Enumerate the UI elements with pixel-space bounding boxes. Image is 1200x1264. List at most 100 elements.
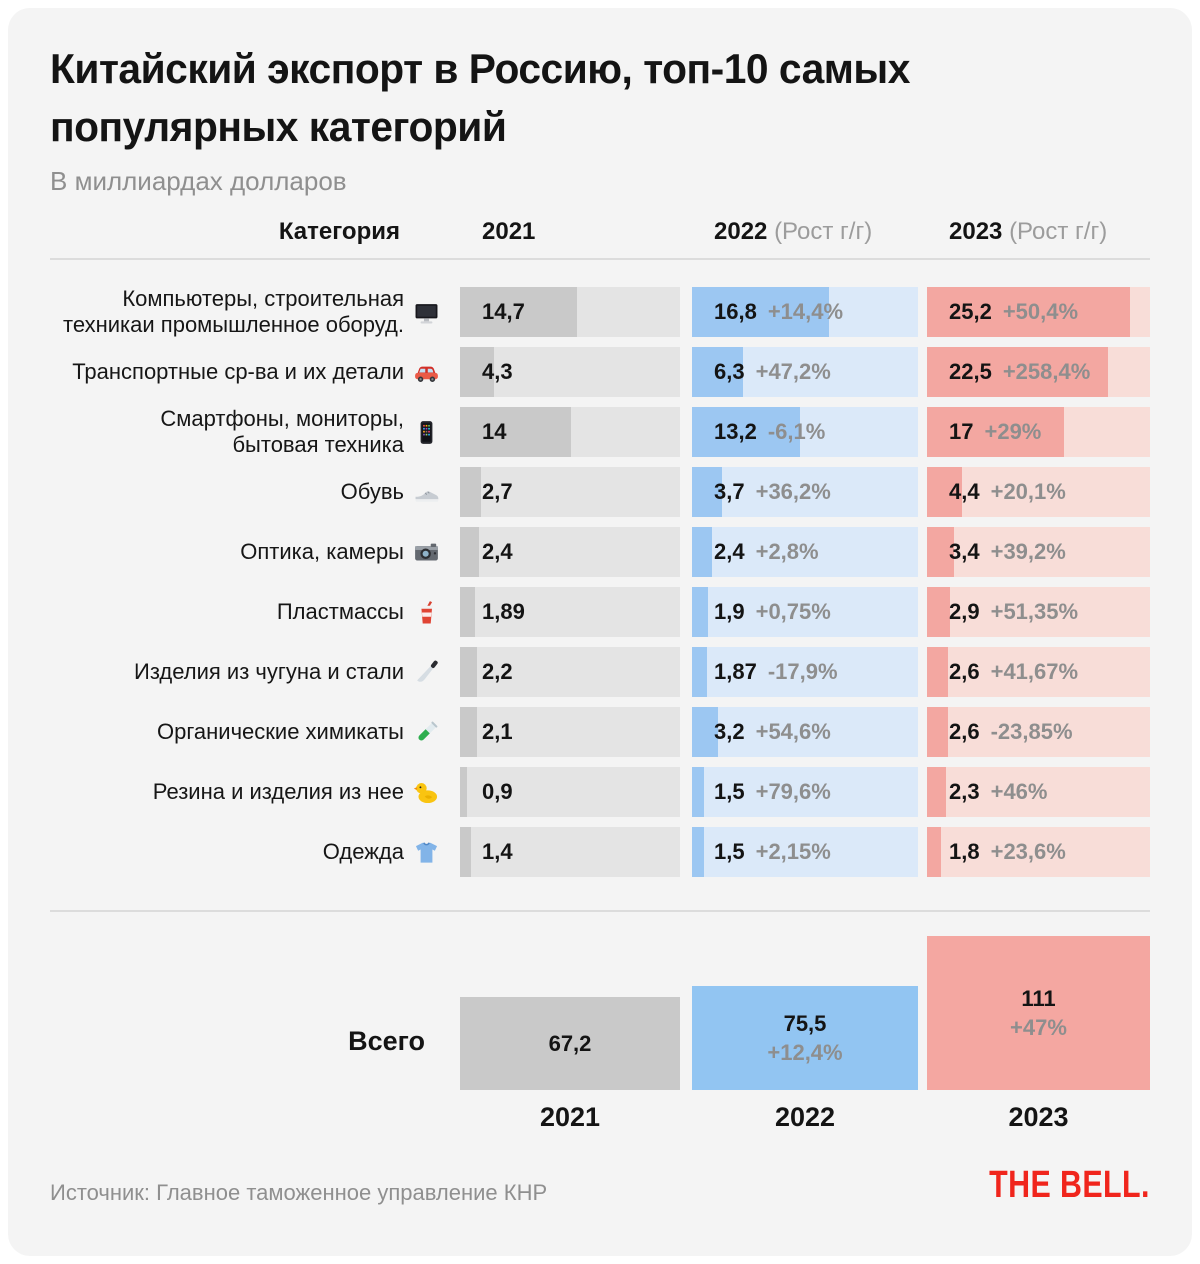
bar-2021: 4,3 [460,347,680,397]
bar-2021-text: 0,9 [482,767,513,817]
column-header-2023: 2023 (Рост г/г) [949,218,1107,246]
bar-2022-value: 6,3 [714,359,745,384]
bar-2021-value: 1,4 [482,839,513,864]
total-value-2023: 111 [1021,986,1056,1011]
bar-2022-text: 3,7 +36,2% [714,467,831,517]
bar-2023-text: 3,4 +39,2% [949,527,1066,577]
bar-2022-value: 1,5 [714,839,745,864]
sneaker-icon [413,479,440,506]
bar-2022-growth: +36,2% [755,479,831,504]
axis-label-2023: 2023 [1008,1102,1069,1132]
bar-2022-fill [692,827,705,877]
category-label-line: Изделия из чугуна и стали [134,659,404,684]
bar-2021-fill [460,827,472,877]
rubber-duck-icon [413,779,440,806]
category-label-cell: Обувь [50,467,460,517]
bar-2021: 14 [460,407,680,457]
source-note: Источник: Главное таможенное управление … [50,1180,548,1205]
bar-2023-fill [927,527,955,577]
category-label: Одежда [323,839,404,865]
bar-2022-text: 13,2 -6,1% [714,407,825,457]
bar-2021-value: 14,7 [482,299,525,324]
bar-2023: 22,5 +258,4% [927,347,1150,397]
column-header-2022-year: 2022 [714,218,768,245]
column-header-2022-growth-suffix: (Рост г/г) [774,218,873,245]
bar-2021-fill [460,587,475,637]
bar-2022-fill [692,647,708,697]
bar-2023-growth: +51,35% [990,599,1079,624]
totals-label: Всего [348,1026,425,1056]
bar-2023-text: 17 +29% [949,407,1041,457]
totals-divider [50,910,1150,912]
bar-2023-fill [927,407,1064,457]
bar-2023: 17 +29% [927,407,1150,457]
bar-2023-growth: +23,6% [990,839,1066,864]
category-label-cell: Пластмассы [50,587,460,637]
category-label: Органические химикаты [157,719,404,745]
bar-2023-fill [927,467,963,517]
bar-2021-value: 4,3 [482,359,513,384]
table-row: Резина и изделия из нее 0,9 1,5 +79,6% 2,3 +4… [50,767,1150,817]
bar-2023-text: 22,5 +258,4% [949,347,1090,397]
bar-2021: 1,89 [460,587,680,637]
category-label: Компьютеры, строительная техникаи промышл… [63,286,404,338]
bar-2023-value: 3,4 [949,539,980,564]
bar-2022-text: 6,3 +47,2% [714,347,831,397]
bar-2022-growth: +2,8% [755,539,819,564]
bar-2023-fill [927,347,1109,397]
bar-2023-text: 1,8 +23,6% [949,827,1066,877]
bar-2023-value: 2,9 [949,599,980,624]
bar-2022-growth: +54,6% [755,719,831,744]
tshirt-icon [413,839,440,866]
category-label: Смартфоны, мониторы, бытовая техника [160,406,404,458]
bar-2021-value: 14 [482,419,507,444]
category-label-line: техникаи промышленное оборуд. [63,312,404,337]
camera-icon [413,539,440,566]
bar-2023: 2,9 +51,35% [927,587,1150,637]
bar-2023-text: 2,3 +46% [949,767,1047,817]
column-header-2023-year: 2023 [949,218,1003,245]
bar-2023-text: 2,6 -23,85% [949,707,1073,757]
computer-icon [413,299,440,326]
bar-2022-fill [692,707,719,757]
smartphone-icon [413,419,440,446]
bar-2021-value: 1,89 [482,599,525,624]
bar-2023-fill [927,587,951,637]
table-row: Компьютеры, строительная техникаи промышл… [50,286,1150,338]
bar-2022: 1,5 +79,6% [692,767,918,817]
table-row: Обувь 2,7 3,7 +36,2% 4,4 +20,1% [50,467,1150,517]
total-growth-2023: +47% [1010,1015,1067,1040]
bar-2023-value: 1,8 [949,839,980,864]
bar-2023-value: 25,2 [949,299,992,324]
total-block-2022: 75,5 +12,4% [692,986,918,1090]
bar-2023-value: 22,5 [949,359,992,384]
bar-2023-text: 25,2 +50,4% [949,287,1078,337]
category-label-line: Одежда [322,839,404,864]
table-row: Оптика, камеры 2,4 2,4 +2,8% 3,4 +39,2% [50,527,1150,577]
bar-2022-growth: +14,4% [767,299,844,324]
knife-icon [413,659,440,686]
bar-2022-value: 1,9 [714,599,745,624]
bar-2022-fill [692,767,705,817]
bar-2022: 1,87 -17,9% [692,647,918,697]
bar-2023-growth: +258,4% [1002,359,1091,384]
title-line-2: популярных категорий [50,103,507,150]
bar-2021-text: 2,2 [482,647,513,697]
cup-with-straw-icon [413,599,440,626]
bar-2023-value: 2,6 [949,719,980,744]
bar-2023-fill [927,827,942,877]
bar-2021-value: 0,9 [482,779,513,804]
bar-2022: 2,4 +2,8% [692,527,918,577]
bar-2022-fill [692,467,723,517]
bar-2022-growth: +0,75% [755,599,831,624]
bar-2021-value: 2,7 [482,479,513,504]
category-label-line: Пластмассы [276,599,404,624]
bar-2022-value: 3,2 [714,719,745,744]
bar-2022: 1,9 +0,75% [692,587,918,637]
bar-2021-fill [460,707,477,757]
bar-2021-fill [460,407,572,457]
bar-2023-value: 2,3 [949,779,980,804]
column-header-category: Категория [278,218,400,245]
bar-2022-text: 1,5 +79,6% [714,767,831,817]
bar-2023-growth: -23,85% [990,719,1073,744]
